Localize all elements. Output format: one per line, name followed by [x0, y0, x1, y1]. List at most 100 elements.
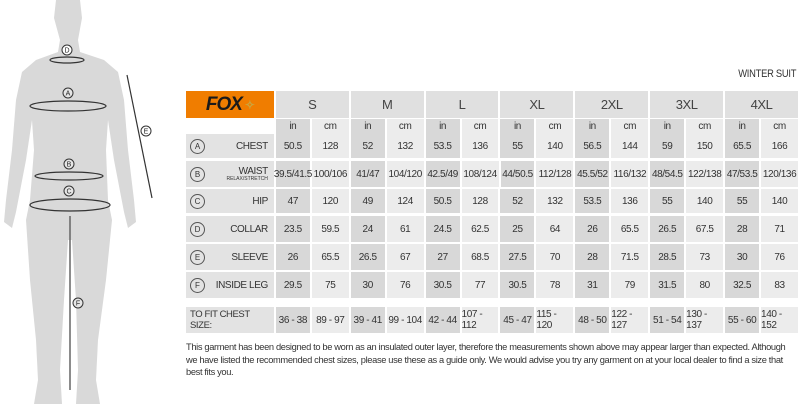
unit-cm: cm: [611, 119, 651, 134]
value-cell: 50.5: [275, 134, 312, 158]
value-cell: 116/132: [611, 161, 651, 187]
value-cell: 73: [686, 244, 726, 270]
measurement-row-inside-leg: F INSIDE LEG 29.5 75 30 76 30.5 77 30.5 78 31 79 31.…: [186, 272, 800, 298]
value-cell: 71: [761, 216, 800, 242]
value-cell: 23.5: [275, 216, 312, 242]
measurement-name: CHEST: [236, 141, 268, 152]
unit-in: in: [725, 119, 762, 134]
fit-value-cell: 107 - 112: [461, 307, 501, 333]
value-cell: 132: [536, 189, 576, 213]
measurement-name-text: HIP: [252, 195, 268, 207]
value-cell: 30: [350, 272, 387, 298]
marker-a-icon: A: [62, 87, 74, 99]
svg-text:A: A: [66, 91, 71, 98]
value-cell: 59: [650, 134, 687, 158]
value-cell: 42.5/49: [425, 161, 462, 187]
measurement-row-chest: A CHEST 50.5 128 52 132 53.5 136 55 140 56.5 144 59 1…: [186, 134, 800, 158]
marker-d-icon: D: [190, 221, 205, 237]
value-cell: 71.5: [611, 244, 651, 270]
unit-in: in: [500, 119, 537, 134]
measurement-label: D COLLAR: [186, 216, 276, 242]
fit-value-cell: 115 - 120: [536, 307, 576, 333]
value-cell: 24.5: [425, 216, 462, 242]
marker-e-icon: E: [140, 125, 152, 137]
value-cell: 44/50.5: [500, 161, 537, 187]
collar-measure-ellipse: [49, 56, 85, 64]
value-cell: 76: [386, 272, 426, 298]
value-cell: 53.5: [575, 189, 612, 213]
size-header-2xl: 2XL: [575, 91, 651, 118]
value-cell: 108/124: [461, 161, 501, 187]
value-cell: 27: [425, 244, 462, 270]
value-cell: 144: [611, 134, 651, 158]
value-cell: 26.5: [350, 244, 387, 270]
unit-cm: cm: [386, 119, 426, 134]
fit-chest-size-row: TO FIT CHEST SIZE: 36 - 38 89 - 97 39 - 41 9…: [186, 307, 800, 333]
value-cell: 112/128: [536, 161, 576, 187]
value-cell: 55: [650, 189, 687, 213]
disclaimer-note: This garment has been designed to be wor…: [186, 342, 786, 377]
unit-header-row: in cm in cm in cm in cm in cm in cm in cm: [186, 119, 800, 134]
measurement-row-collar: D COLLAR 23.5 59.5 24 61 24.5 62.5 25 64 26 65.5 26.…: [186, 216, 800, 242]
fit-value-cell: 140 - 152: [761, 307, 800, 333]
value-cell: 26: [275, 244, 312, 270]
value-cell: 77: [461, 272, 501, 298]
svg-text:D: D: [64, 48, 69, 55]
value-cell: 140: [686, 189, 726, 213]
measurement-label: E SLEEVE: [186, 244, 276, 270]
fit-value-cell: 45 - 47: [500, 307, 537, 333]
fit-value-cell: 122 - 127: [611, 307, 651, 333]
value-cell: 31: [575, 272, 612, 298]
value-cell: 80: [686, 272, 726, 298]
value-cell: 55: [725, 189, 762, 213]
chest-measure-ellipse: [29, 100, 107, 112]
value-cell: 65.5: [611, 216, 651, 242]
marker-e-icon: E: [190, 249, 205, 265]
value-cell: 120/136: [761, 161, 800, 187]
svg-text:C: C: [66, 189, 71, 196]
marker-b-icon: B: [63, 158, 75, 170]
value-cell: 48/54.5: [650, 161, 687, 187]
measurement-name-text: CHEST: [235, 140, 268, 152]
size-header-l: L: [425, 91, 501, 118]
value-cell: 59.5: [311, 216, 351, 242]
fit-value-cell: 99 - 104: [386, 307, 426, 333]
unit-in: in: [350, 119, 387, 134]
measurement-name: INSIDE LEG: [216, 280, 269, 291]
value-cell: 67: [386, 244, 426, 270]
unit-cm: cm: [461, 119, 501, 134]
unit-cm: cm: [761, 119, 800, 134]
value-cell: 124: [386, 189, 426, 213]
measurement-row-waist: B WAIST RELAX/STRETCH 39.5/41.5 100/106 41/47…: [186, 161, 800, 187]
value-cell: 122/138: [686, 161, 726, 187]
value-cell: 55: [500, 134, 537, 158]
value-cell: 120: [311, 189, 351, 213]
value-cell: 45.5/52: [575, 161, 612, 187]
value-cell: 41/47: [350, 161, 387, 187]
fox-logo-text: FOX: [205, 93, 243, 115]
value-cell: 140: [761, 189, 800, 213]
measurement-name-text: COLLAR: [230, 223, 268, 235]
value-cell: 128: [311, 134, 351, 158]
size-header-m: M: [350, 91, 426, 118]
value-cell: 26: [575, 216, 612, 242]
waist-measure-ellipse: [34, 171, 104, 181]
measurement-row-hip: C HIP 47 120 49 124 50.5 128 52 132 53.5 136 55 140 55…: [186, 189, 800, 213]
value-cell: 52: [350, 134, 387, 158]
value-cell: 27.5: [500, 244, 537, 270]
unit-cm: cm: [536, 119, 576, 134]
fit-value-cell: 48 - 50: [575, 307, 612, 333]
fit-value-cell: 130 - 137: [686, 307, 726, 333]
measurement-name: COLLAR: [230, 224, 268, 235]
value-cell: 100/106: [311, 161, 351, 187]
value-cell: 31.5: [650, 272, 687, 298]
unit-in: in: [650, 119, 687, 134]
marker-f-icon: F: [72, 297, 84, 309]
value-cell: 140: [536, 134, 576, 158]
value-cell: 65.5: [725, 134, 762, 158]
measurement-name-text: WAIST: [238, 165, 269, 177]
svg-text:F: F: [76, 301, 80, 308]
unit-spacer: [186, 119, 276, 134]
measurement-label: C HIP: [186, 189, 276, 213]
marker-f-icon: F: [190, 277, 205, 293]
